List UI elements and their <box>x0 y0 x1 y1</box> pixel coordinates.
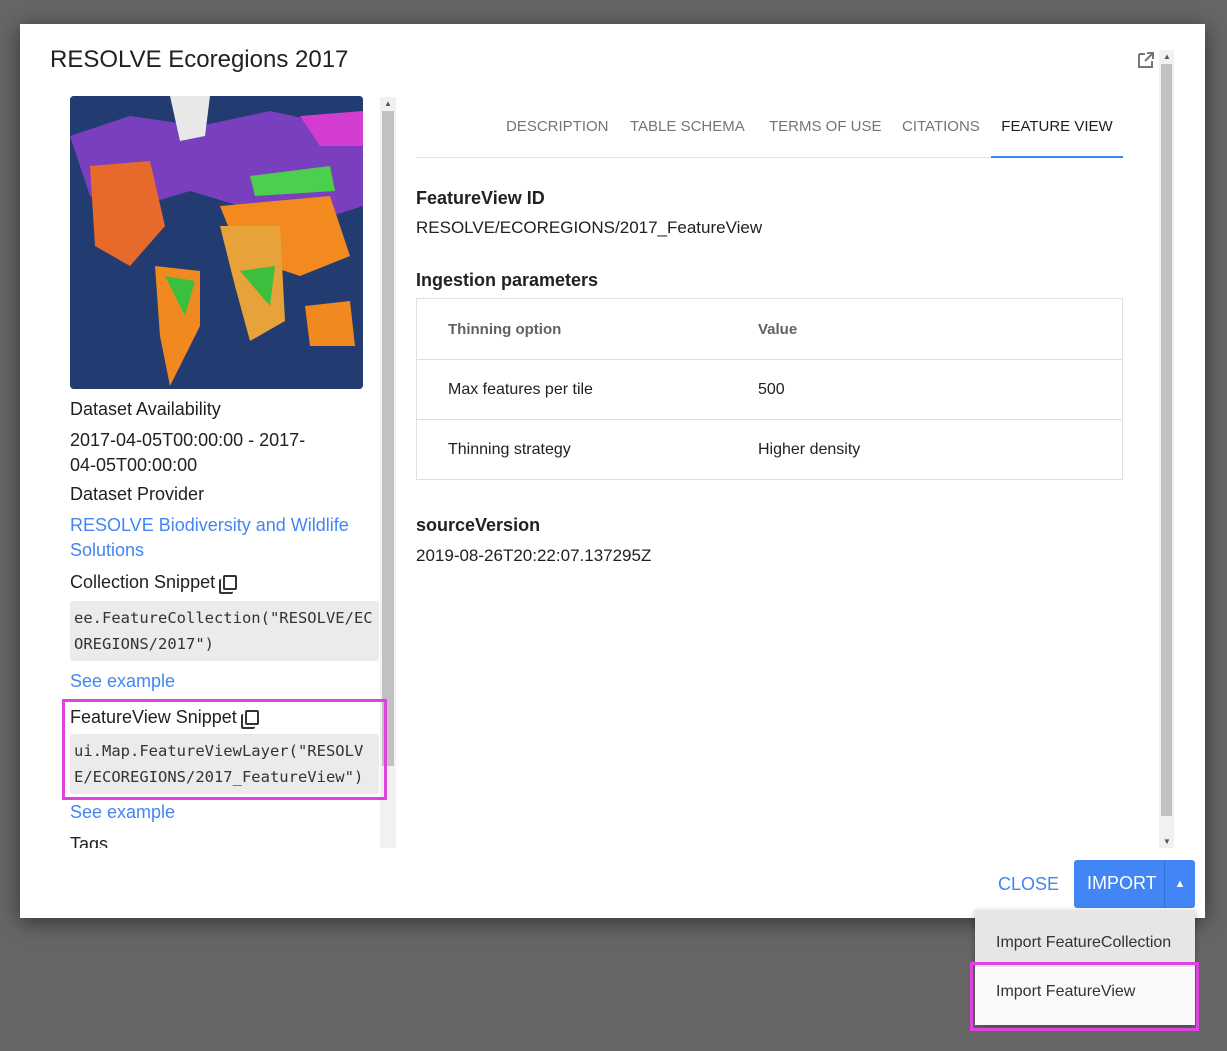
source-version-value: 2019-08-26T20:22:07.137295Z <box>416 546 652 565</box>
featureview-snippet-label: FeatureView Snippet <box>70 707 237 727</box>
table-header: Thinning option Value <box>417 299 1122 359</box>
dropdown-arrow-icon[interactable]: ▲ <box>1174 878 1186 890</box>
availability-label: Dataset Availability <box>70 399 221 419</box>
dataset-dialog: RESOLVE Ecoregions 2017 ▲ ▼ Dataset Avail… <box>20 24 1205 918</box>
collection-snippet-label: Collection Snippet <box>70 572 216 592</box>
highlight-box <box>62 699 387 800</box>
cell: Higher density <box>758 440 861 458</box>
header-cell: Thinning option <box>448 320 562 338</box>
cell: 500 <box>758 380 785 398</box>
provider-link[interactable]: RESOLVE Biodiversity and Wildlife Soluti… <box>70 515 349 560</box>
tab-feature-view[interactable]: FEATURE VIEW <box>991 118 1123 158</box>
dataset-thumbnail <box>70 96 363 389</box>
header-cell: Value <box>758 320 798 338</box>
dialog-title: RESOLVE Ecoregions 2017 <box>50 46 349 73</box>
left-scrollbar[interactable]: ▲ <box>380 97 396 848</box>
menu-item-import-featurecollection[interactable]: Import FeatureCollection <box>975 910 1195 967</box>
left-panel: Dataset Availability 2017-04-05T00:00:00… <box>70 96 380 848</box>
copy-icon[interactable] <box>244 710 259 725</box>
featureview-id-label: FeatureView ID <box>416 188 545 208</box>
featureview-snippet-code: ui.Map.FeatureViewLayer("RESOLVE/ECOREGI… <box>70 734 379 794</box>
see-example-link[interactable]: See example <box>70 802 176 822</box>
tags-label: Tags <box>70 834 109 848</box>
open-in-new-icon[interactable] <box>1136 50 1156 70</box>
import-split-button: IMPORT ▲ <box>1074 860 1195 908</box>
source-version-label: sourceVersion <box>416 515 541 535</box>
main-scrollbar[interactable]: ▲ ▼ <box>1159 50 1174 848</box>
tab-table-schema[interactable]: TABLE SCHEMA <box>630 118 745 135</box>
cell: Thinning strategy <box>448 440 571 458</box>
collection-snippet-code: ee.FeatureCollection("RESOLVE/ECOREGIONS… <box>70 601 379 661</box>
tab-citations[interactable]: CITATIONS <box>902 118 980 135</box>
cell: Max features per tile <box>448 380 593 398</box>
import-menu: Import FeatureCollection Import FeatureV… <box>975 910 1195 1025</box>
ingestion-table: Thinning option Value Max features per ti… <box>416 298 1123 480</box>
see-example-link[interactable]: See example <box>70 671 176 691</box>
provider-label: Dataset Provider <box>70 484 205 504</box>
import-button[interactable]: IMPORT <box>1087 873 1157 893</box>
featureview-id-value: RESOLVE/ECOREGIONS/2017_FeatureView <box>416 218 763 237</box>
tab-description[interactable]: DESCRIPTION <box>506 118 609 135</box>
ingestion-label: Ingestion parameters <box>416 270 599 290</box>
availability-value: 2017-04-05T00:00:00 - 2017-04-05T00:00:0… <box>70 430 306 475</box>
close-button[interactable]: CLOSE <box>998 874 1060 894</box>
highlight-box <box>970 962 1199 1031</box>
table-row: Max features per tile 500 <box>417 359 1122 419</box>
copy-icon[interactable] <box>223 575 238 590</box>
table-row: Thinning strategy Higher density <box>417 419 1122 479</box>
tab-terms-of-use[interactable]: TERMS OF USE <box>769 118 882 135</box>
menu-item-import-featureview[interactable]: Import FeatureView <box>996 983 1136 1000</box>
tab-bar: DESCRIPTION TABLE SCHEMA TERMS OF USE CI… <box>416 104 1123 158</box>
